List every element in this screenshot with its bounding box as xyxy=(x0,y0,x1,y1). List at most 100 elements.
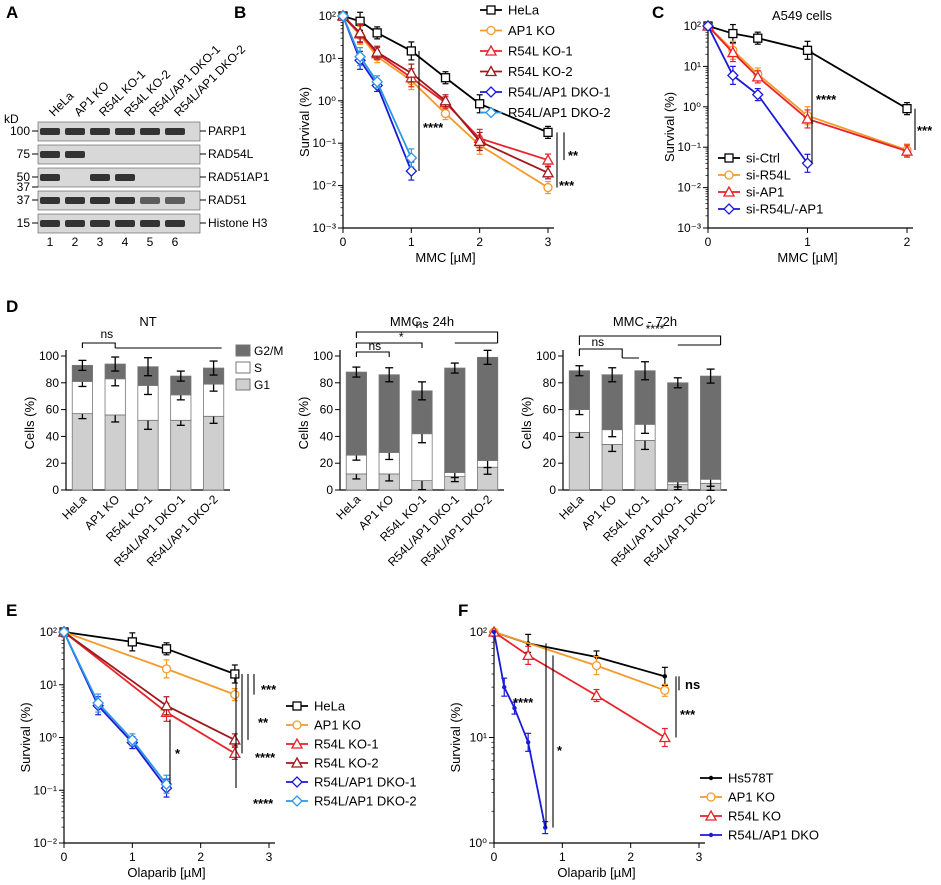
data-point xyxy=(126,733,139,746)
series-si-ctrl xyxy=(703,21,912,116)
lane-number: 5 xyxy=(147,235,154,249)
data-point xyxy=(658,731,671,743)
data-point xyxy=(751,70,764,82)
significance-label: *** xyxy=(917,123,933,138)
significance-label: * xyxy=(175,746,181,761)
data-point xyxy=(491,629,497,635)
blot-band xyxy=(65,128,85,135)
legend-label: R54L KO-1 xyxy=(314,737,379,752)
data-point xyxy=(801,112,814,124)
series-line xyxy=(493,631,666,678)
significance-label: **** xyxy=(646,322,665,336)
series-si-ap1 xyxy=(701,19,914,158)
data-point xyxy=(371,45,384,57)
significance-label: ns xyxy=(368,339,381,353)
data-point xyxy=(161,644,172,654)
y-tick-label: 10¹ xyxy=(470,731,487,745)
data-point xyxy=(440,73,451,83)
y-axis-label: Cells (%) xyxy=(22,397,37,450)
legend-label: AP1 KO xyxy=(508,23,555,38)
data-point xyxy=(724,153,734,163)
y-tick-label: 10² xyxy=(684,19,701,33)
blot-band xyxy=(140,197,160,204)
y-axis-label: Survival (%) xyxy=(448,702,463,772)
series-line xyxy=(342,15,413,159)
data-point xyxy=(801,157,814,170)
kd-label: kD xyxy=(4,112,19,126)
panel-letter-a: A xyxy=(6,3,18,22)
data-point xyxy=(228,733,241,745)
y-tick-label: 10¹ xyxy=(319,51,336,65)
data-point xyxy=(337,10,349,22)
series-r54l-ap1-dko-2 xyxy=(58,626,173,794)
data-point xyxy=(485,86,497,98)
bar-segment-g2m xyxy=(345,371,367,456)
y-tick-label: 10² xyxy=(40,625,57,639)
significance-label: ns xyxy=(591,335,604,349)
blot-band xyxy=(65,151,85,158)
data-point xyxy=(724,170,734,180)
data-point xyxy=(706,792,716,802)
bar-segment-g2m xyxy=(667,382,689,483)
legend: HeLa AP1 KO R54L KO-1 R54L KO-2 R54L/AP1 DKO… xyxy=(480,3,611,120)
series-ap1-ko xyxy=(59,627,240,702)
legend-label: R54L KO xyxy=(728,809,781,824)
data-point xyxy=(525,740,531,745)
panel-letter-c: C xyxy=(652,3,664,22)
x-tick-label: 1 xyxy=(129,850,136,864)
protein-label: RAD51 xyxy=(208,193,247,207)
data-point xyxy=(58,626,70,638)
y-tick-label: 0 xyxy=(52,483,59,497)
y-tick-label: 20 xyxy=(320,456,334,470)
size-marker: 75 xyxy=(17,147,31,161)
data-point xyxy=(371,75,384,88)
data-point xyxy=(405,165,418,178)
data-point xyxy=(723,203,735,215)
data-point xyxy=(230,669,240,679)
data-point xyxy=(292,720,302,730)
y-tick-label: 10⁻² xyxy=(677,181,701,195)
blot-band xyxy=(90,174,110,181)
data-point xyxy=(541,153,555,165)
bar-segment-g2m xyxy=(477,356,499,461)
data-point xyxy=(473,135,486,147)
data-point xyxy=(292,701,302,711)
size-marker: 37 xyxy=(17,193,31,207)
y-tick-label: 10⁻¹ xyxy=(33,783,57,797)
data-point xyxy=(543,182,553,193)
series-r54l-ap1-dko-2 xyxy=(337,10,418,168)
bar-segment-g1 xyxy=(104,414,126,491)
series-line xyxy=(493,631,666,692)
significance-label: *** xyxy=(559,178,575,193)
blot-band xyxy=(40,128,60,135)
data-point xyxy=(486,5,496,15)
y-tick-label: 80 xyxy=(543,376,557,390)
blot-band xyxy=(65,220,85,227)
y-tick-label: 0 xyxy=(549,483,556,497)
blot-col-label: HeLa xyxy=(46,89,76,119)
y-tick-label: 60 xyxy=(320,403,334,417)
data-point xyxy=(543,825,548,830)
blot-strip xyxy=(37,144,201,165)
data-point xyxy=(543,127,553,138)
data-point xyxy=(405,66,418,78)
blot-band xyxy=(115,220,135,227)
significance-bracket xyxy=(81,342,116,348)
legend-label: R54L/AP1 DKO-1 xyxy=(314,775,417,790)
y-tick-label: 40 xyxy=(320,429,334,443)
blot-band xyxy=(140,220,160,227)
significance-label: ** xyxy=(258,715,269,730)
x-tick-label: 3 xyxy=(696,850,703,864)
data-point xyxy=(372,28,382,38)
blot-band xyxy=(40,151,60,158)
significance-label: **** xyxy=(253,796,274,811)
significance-label: ns xyxy=(100,327,113,341)
significance-bracket xyxy=(578,348,639,359)
y-tick-label: 10² xyxy=(319,9,336,23)
y-tick-label: 10² xyxy=(470,625,487,639)
chart-title: MMC - 72h xyxy=(613,314,677,329)
data-point xyxy=(722,185,736,197)
data-point xyxy=(291,795,303,807)
legend-label: si-AP1 xyxy=(746,185,784,200)
